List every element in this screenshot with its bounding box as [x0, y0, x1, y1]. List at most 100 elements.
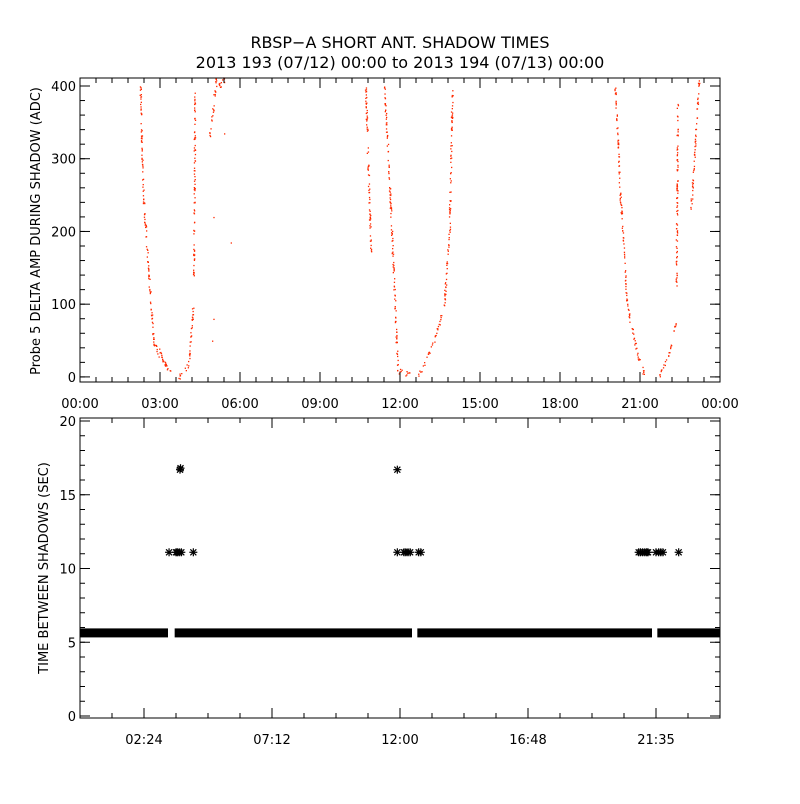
data-point	[634, 342, 637, 345]
data-point	[164, 361, 166, 363]
data-point	[194, 254, 196, 256]
data-point	[676, 205, 679, 207]
data-point	[677, 192, 679, 194]
data-point	[186, 364, 188, 366]
data-point	[140, 112, 142, 114]
data-point	[140, 94, 142, 96]
data-point	[447, 249, 449, 251]
data-point	[194, 144, 196, 147]
data-point	[621, 211, 623, 213]
data-point	[193, 222, 196, 224]
data-point	[621, 213, 623, 215]
data-point	[145, 226, 147, 228]
data-point	[393, 264, 395, 267]
data-point	[151, 321, 154, 323]
data-point	[148, 278, 150, 280]
baseline-asterisk-band	[417, 628, 652, 638]
data-point	[418, 375, 420, 377]
data-point	[395, 336, 397, 338]
data-point	[366, 152, 368, 154]
data-point	[153, 337, 155, 339]
data-point	[434, 336, 436, 338]
data-point	[395, 300, 397, 302]
data-point	[627, 303, 629, 305]
data-point	[676, 170, 679, 172]
data-point	[140, 87, 142, 89]
data-point	[447, 253, 449, 255]
data-point	[395, 316, 397, 318]
data-point	[628, 309, 630, 311]
asterisk-marker	[189, 548, 198, 557]
data-point	[392, 263, 394, 266]
data-point	[620, 212, 622, 214]
data-point	[436, 332, 438, 334]
data-point	[690, 198, 692, 200]
data-point	[386, 134, 389, 137]
data-point	[193, 189, 195, 191]
data-point	[140, 109, 142, 111]
data-point	[429, 352, 431, 354]
data-point	[676, 223, 678, 225]
data-point	[153, 341, 155, 343]
data-point	[370, 248, 373, 251]
data-point	[694, 145, 696, 148]
data-point	[676, 169, 678, 171]
data-point	[617, 139, 619, 142]
data-point	[450, 173, 452, 175]
data-point	[220, 82, 222, 84]
data-point	[193, 147, 196, 149]
data-point	[620, 204, 622, 206]
data-point	[446, 264, 448, 266]
data-point	[677, 214, 679, 216]
data-point	[151, 318, 153, 320]
data-point	[398, 373, 400, 375]
data-point	[390, 207, 393, 209]
data-point	[637, 352, 639, 354]
data-point	[664, 361, 667, 363]
data-point	[391, 210, 393, 212]
data-point	[141, 135, 144, 137]
data-point	[397, 369, 399, 372]
data-point	[156, 350, 158, 353]
data-point	[445, 290, 447, 292]
data-point	[638, 359, 640, 361]
data-point	[676, 184, 678, 187]
data-point	[146, 248, 148, 250]
data-point	[450, 180, 452, 182]
data-point	[692, 198, 694, 200]
data-point	[676, 224, 679, 226]
data-point	[616, 119, 618, 121]
data-point	[392, 240, 394, 242]
data-point	[450, 172, 452, 174]
data-point	[697, 102, 699, 104]
data-point	[160, 352, 163, 355]
data-point	[662, 367, 665, 369]
data-point	[389, 202, 391, 204]
data-point	[437, 329, 439, 331]
data-point	[161, 356, 163, 358]
data-point	[394, 298, 396, 300]
baseline-asterisk-band	[657, 628, 720, 638]
data-point	[430, 346, 432, 348]
data-point	[395, 310, 397, 312]
data-point	[189, 341, 191, 343]
data-point	[633, 337, 636, 339]
data-point	[159, 352, 161, 354]
data-point	[194, 92, 196, 94]
data-point	[366, 112, 368, 114]
data-point	[164, 364, 166, 367]
data-point	[212, 111, 215, 113]
data-point	[194, 96, 196, 98]
data-point	[211, 119, 213, 121]
data-point	[367, 185, 370, 188]
data-point	[628, 313, 631, 316]
data-point	[675, 323, 677, 325]
data-point	[450, 155, 452, 157]
data-point	[142, 186, 144, 188]
data-point	[693, 169, 695, 172]
data-point	[142, 195, 145, 197]
data-point	[451, 127, 453, 129]
data-point	[365, 103, 367, 105]
data-point	[629, 314, 631, 317]
data-point	[693, 165, 696, 168]
